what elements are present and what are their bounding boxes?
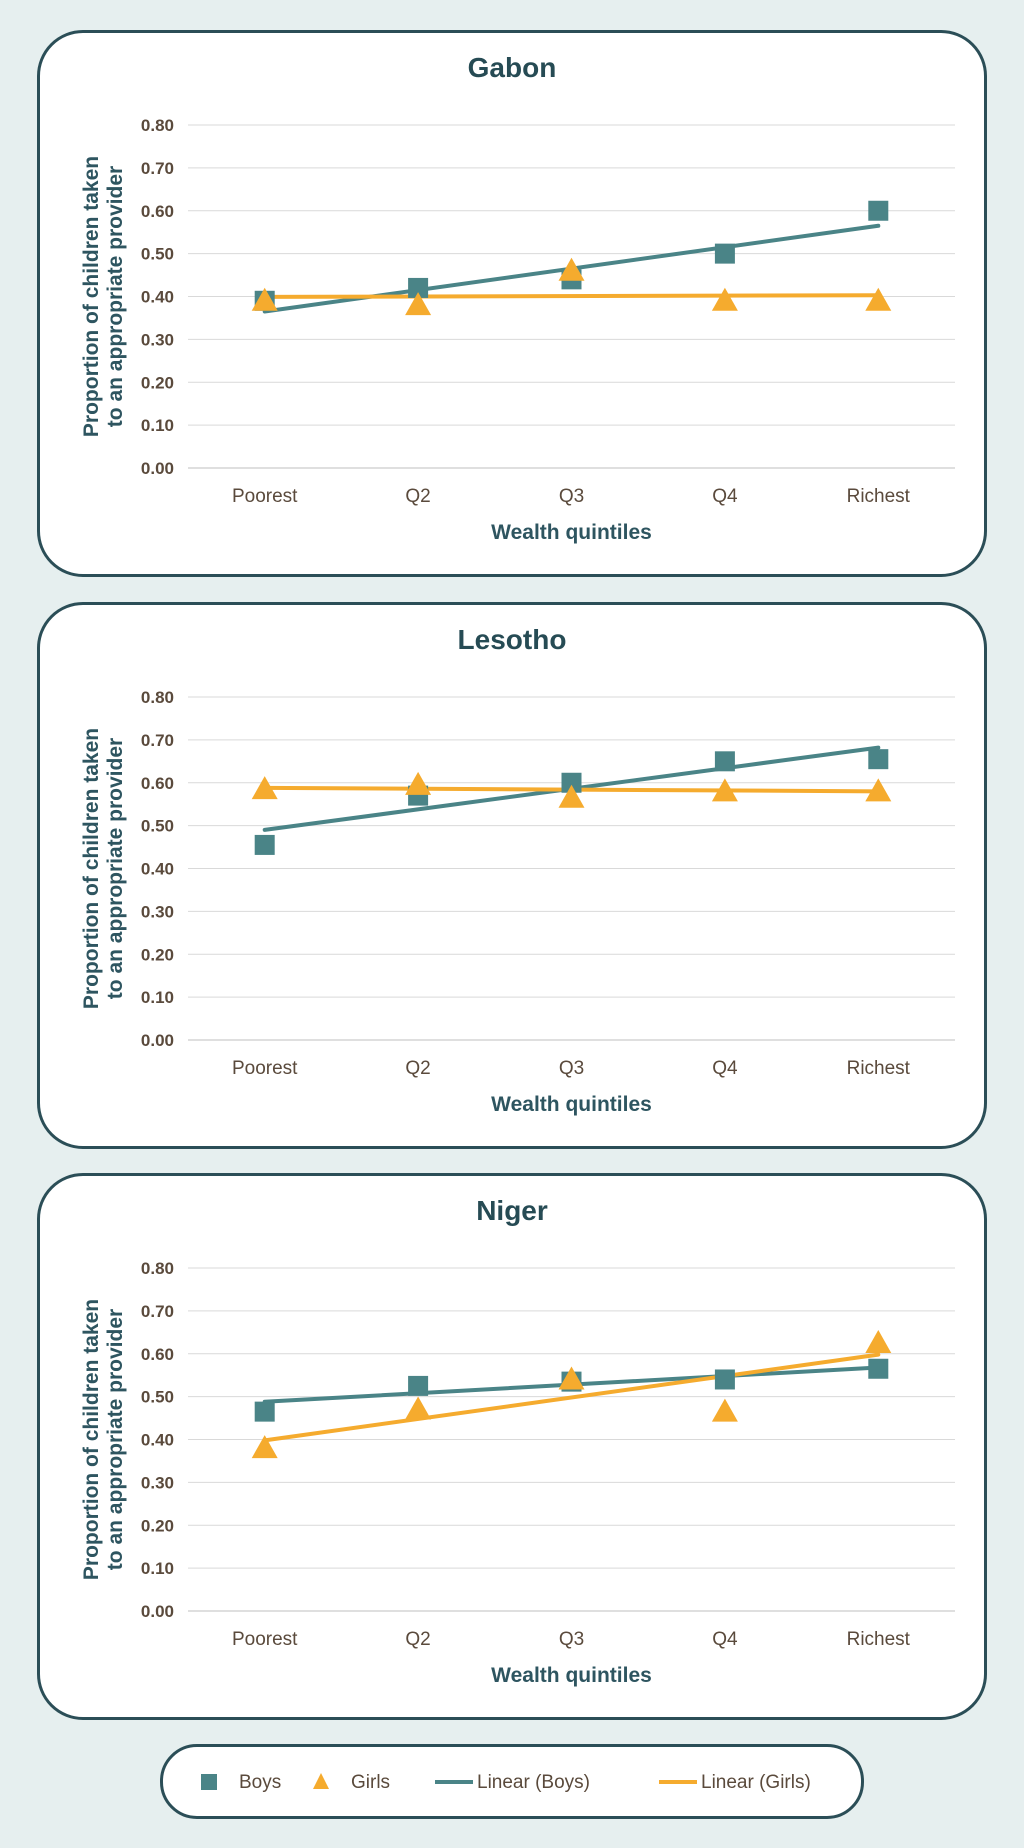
x-tick-label: Q2 (405, 1629, 430, 1650)
x-tick-label: Q4 (712, 1058, 738, 1079)
marker-boys (714, 1369, 735, 1390)
legend-label: Linear (Girls) (701, 1772, 811, 1793)
chart-svg-niger: Niger 0.00 0.10 0.20 0.30 0.40 0.50 0.60 0.70 0.8… (80, 1195, 955, 1687)
y-axis-label-line-1: Proportion of children taken (80, 1299, 103, 1580)
y-tick-label: 0.20 (141, 1516, 174, 1535)
y-tick-label: 0.40 (141, 288, 174, 307)
y-tick-label: 0.00 (141, 459, 174, 478)
legend-label: Linear (Boys) (477, 1772, 590, 1793)
marker-girls (251, 776, 278, 800)
y-tick-label: 0.50 (141, 1388, 174, 1407)
y-tick-label: 0.70 (141, 159, 174, 178)
y-tick-label: 0.10 (141, 1559, 174, 1578)
marker-boys (868, 1358, 889, 1379)
marker-boys (408, 1375, 429, 1396)
marker-girls (251, 1435, 278, 1459)
marker-girls (251, 287, 278, 311)
y-tick-label: 0.20 (141, 945, 174, 964)
chart-title: Gabon (468, 52, 557, 83)
x-tick-label: Poorest (232, 486, 298, 507)
x-tick-label: Richest (847, 486, 911, 507)
x-tick-label: Q3 (559, 1058, 584, 1079)
marker-girls (558, 1366, 585, 1390)
marker-girls (711, 1398, 738, 1422)
marker-boys (868, 749, 889, 770)
y-tick-label: 0.80 (141, 688, 174, 707)
marker-girls (865, 778, 892, 802)
marker-boys (254, 834, 275, 855)
chart-title: Lesotho (458, 624, 567, 655)
x-tick-label: Q3 (559, 1629, 584, 1650)
legend-label: Girls (351, 1772, 390, 1793)
y-tick-label: 0.30 (141, 1473, 174, 1492)
marker-girls (558, 257, 585, 281)
y-tick-label: 0.70 (141, 1302, 174, 1321)
marker-boys (868, 200, 889, 221)
chart-svg-gabon: Gabon 0.00 0.10 0.20 0.30 0.40 0.50 0.60 0.70 0.8… (80, 52, 955, 544)
chart-panel-niger: Niger 0.00 0.10 0.20 0.30 0.40 0.50 0.60 0.70 0.8… (37, 1173, 987, 1720)
marker-girls (405, 292, 432, 316)
y-tick-label: 0.00 (141, 1602, 174, 1621)
y-tick-label: 0.60 (141, 202, 174, 221)
marker-girls (865, 287, 892, 311)
x-axis-label: Wealth quintiles (491, 1093, 652, 1116)
x-tick-label: Richest (847, 1058, 911, 1079)
y-axis-label-line-1: Proportion of children taken (80, 156, 103, 437)
marker-girls (711, 778, 738, 802)
y-axis-label-line-2: to an appropriate provider (104, 1309, 127, 1570)
marker-boys (561, 772, 582, 793)
y-tick-label: 0.60 (141, 1345, 174, 1364)
chart-svg-lesotho: Lesotho 0.00 0.10 0.20 0.30 0.40 0.50 0.60 0.70 0… (80, 624, 955, 1116)
marker-girls (405, 1396, 432, 1420)
y-axis-label-line-1: Proportion of children taken (80, 728, 103, 1009)
legend-boys-marker (201, 1774, 217, 1790)
y-tick-label: 0.50 (141, 817, 174, 836)
x-tick-label: Q3 (559, 486, 584, 507)
y-tick-label: 0.10 (141, 988, 174, 1007)
y-tick-label: 0.00 (141, 1031, 174, 1050)
x-axis-label: Wealth quintiles (491, 1664, 652, 1687)
x-tick-label: Q2 (405, 486, 430, 507)
marker-boys (714, 243, 735, 264)
trendline-girls (262, 293, 881, 299)
x-tick-label: Q2 (405, 1058, 430, 1079)
y-tick-label: 0.10 (141, 416, 174, 435)
marker-girls (558, 784, 585, 808)
chart-panel-gabon: Gabon 0.00 0.10 0.20 0.30 0.40 0.50 0.60 0.70 0.8… (37, 30, 987, 577)
legend-label: Boys (239, 1772, 281, 1793)
y-tick-label: 0.40 (141, 860, 174, 879)
marker-girls (405, 771, 432, 795)
x-tick-label: Richest (847, 1629, 911, 1650)
chart-legend: Boys Girls Linear (Boys) Linear (Girls) (160, 1744, 864, 1819)
y-tick-label: 0.50 (141, 245, 174, 264)
y-tick-label: 0.70 (141, 731, 174, 750)
legend-svg: Boys Girls Linear (Boys) Linear (Girls) (201, 1772, 811, 1793)
legend-girls-marker (313, 1773, 329, 1789)
marker-boys (714, 751, 735, 772)
y-tick-label: 0.60 (141, 774, 174, 793)
y-tick-label: 0.20 (141, 373, 174, 392)
x-tick-label: Poorest (232, 1058, 298, 1079)
marker-boys (254, 1401, 275, 1422)
y-axis-label-line-2: to an appropriate provider (104, 166, 127, 427)
x-axis-label: Wealth quintiles (491, 521, 652, 544)
marker-boys (408, 277, 429, 298)
y-tick-label: 0.30 (141, 902, 174, 921)
y-tick-label: 0.80 (141, 1259, 174, 1278)
marker-girls (865, 1330, 892, 1354)
x-tick-label: Q4 (712, 486, 738, 507)
chart-title: Niger (476, 1195, 548, 1226)
marker-girls (711, 287, 738, 311)
trendline-girls (262, 1352, 881, 1443)
chart-panel-lesotho: Lesotho 0.00 0.10 0.20 0.30 0.40 0.50 0.60 0.70 0… (37, 602, 987, 1149)
y-axis-label-line-2: to an appropriate provider (104, 738, 127, 999)
y-tick-label: 0.30 (141, 330, 174, 349)
x-tick-label: Q4 (712, 1629, 738, 1650)
y-tick-label: 0.40 (141, 1431, 174, 1450)
x-tick-label: Poorest (232, 1629, 298, 1650)
y-tick-label: 0.80 (141, 116, 174, 135)
